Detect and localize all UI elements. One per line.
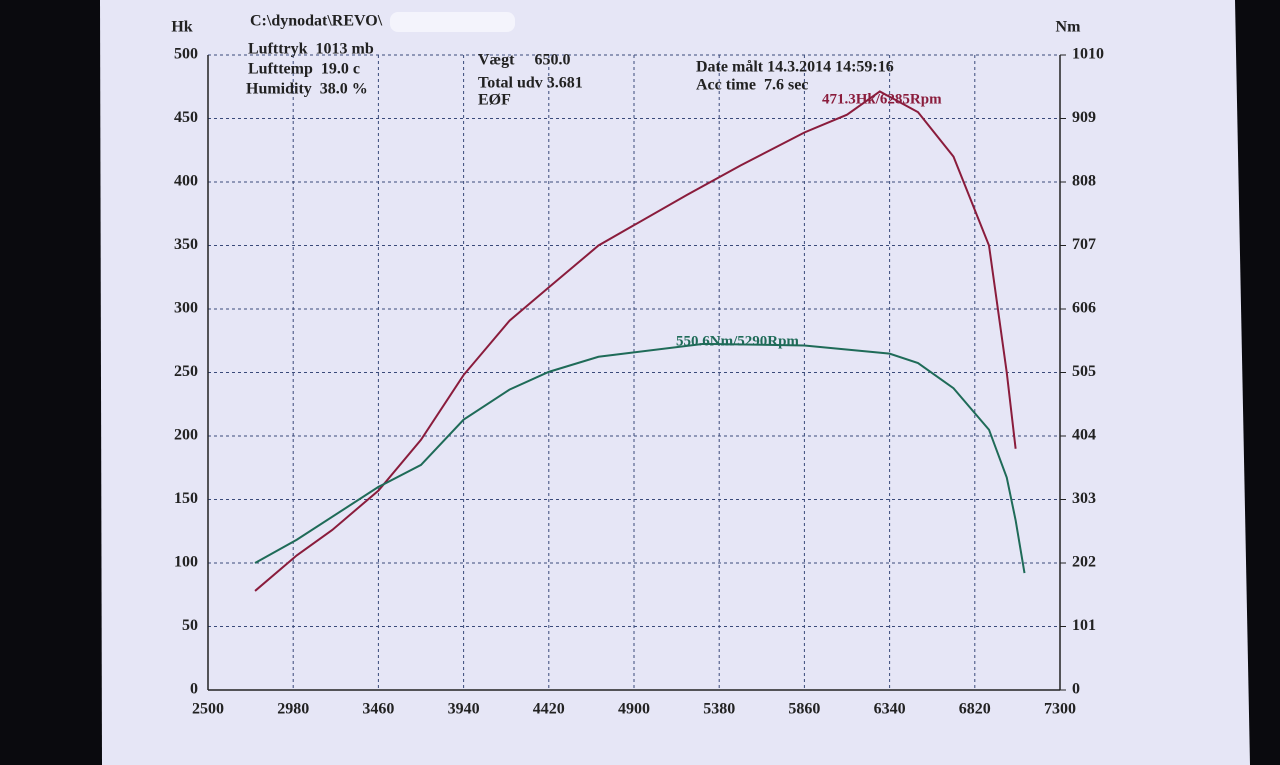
y-tick-label: 200 bbox=[174, 427, 198, 444]
paper bbox=[100, 0, 1250, 765]
info-text: Lufttemp 19.0 c bbox=[248, 61, 360, 78]
y-tick-label: 250 bbox=[174, 363, 198, 380]
y-tick-label: 0 bbox=[190, 681, 198, 698]
y2-tick-label: 303 bbox=[1072, 490, 1096, 507]
y-tick-label: 500 bbox=[174, 46, 198, 63]
y2-axis-label: Nm bbox=[1056, 19, 1082, 36]
y2-tick-label: 0 bbox=[1072, 681, 1080, 698]
y2-tick-label: 606 bbox=[1072, 300, 1096, 317]
x-tick-label: 7300 bbox=[1044, 701, 1076, 718]
y2-tick-label: 1010 bbox=[1072, 46, 1104, 63]
y2-tick-label: 909 bbox=[1072, 109, 1096, 126]
y2-tick-label: 202 bbox=[1072, 554, 1096, 571]
y2-tick-label: 808 bbox=[1072, 173, 1096, 190]
x-tick-label: 4420 bbox=[533, 701, 565, 718]
y2-tick-label: 707 bbox=[1072, 236, 1096, 253]
info-text: Lufttryk 1013 mb bbox=[248, 41, 374, 58]
info-text: Humidity 38.0 % bbox=[246, 81, 368, 98]
y-tick-label: 100 bbox=[174, 554, 198, 571]
chart-title: C:\dynodat\REVO\ bbox=[250, 13, 383, 30]
peak-label: 550.6Nm/5290Rpm bbox=[676, 333, 799, 349]
y-axis-label: Hk bbox=[171, 19, 192, 36]
y-tick-label: 350 bbox=[174, 236, 198, 253]
y-tick-label: 150 bbox=[174, 490, 198, 507]
x-tick-label: 5380 bbox=[703, 701, 735, 718]
info-text: Vægt 650.0 bbox=[478, 52, 570, 69]
line-series bbox=[254, 342, 1026, 574]
y2-tick-label: 505 bbox=[1072, 363, 1096, 380]
y2-tick-label: 404 bbox=[1072, 427, 1096, 444]
info-text: EØF bbox=[478, 92, 511, 109]
blur-mask bbox=[390, 12, 515, 32]
y-tick-label: 400 bbox=[174, 173, 198, 190]
info-text: Acc time 7.6 sec bbox=[696, 77, 808, 94]
x-tick-label: 5860 bbox=[788, 701, 820, 718]
x-tick-label: 6820 bbox=[959, 701, 991, 718]
y-tick-label: 450 bbox=[174, 109, 198, 126]
x-tick-label: 2500 bbox=[192, 701, 224, 718]
info-text: Date målt 14.3.2014 14:59:16 bbox=[696, 59, 894, 76]
y-tick-label: 50 bbox=[182, 617, 198, 634]
x-tick-label: 4900 bbox=[618, 701, 650, 718]
x-tick-label: 3940 bbox=[448, 701, 480, 718]
info-text: Total udv 3.681 bbox=[478, 75, 583, 92]
x-tick-label: 2980 bbox=[277, 701, 309, 718]
peak-label: 471.3Hk/6285Rpm bbox=[822, 91, 942, 107]
y2-tick-label: 101 bbox=[1072, 617, 1096, 634]
x-tick-label: 6340 bbox=[874, 701, 906, 718]
x-tick-label: 3460 bbox=[362, 701, 394, 718]
y-tick-label: 300 bbox=[174, 300, 198, 317]
